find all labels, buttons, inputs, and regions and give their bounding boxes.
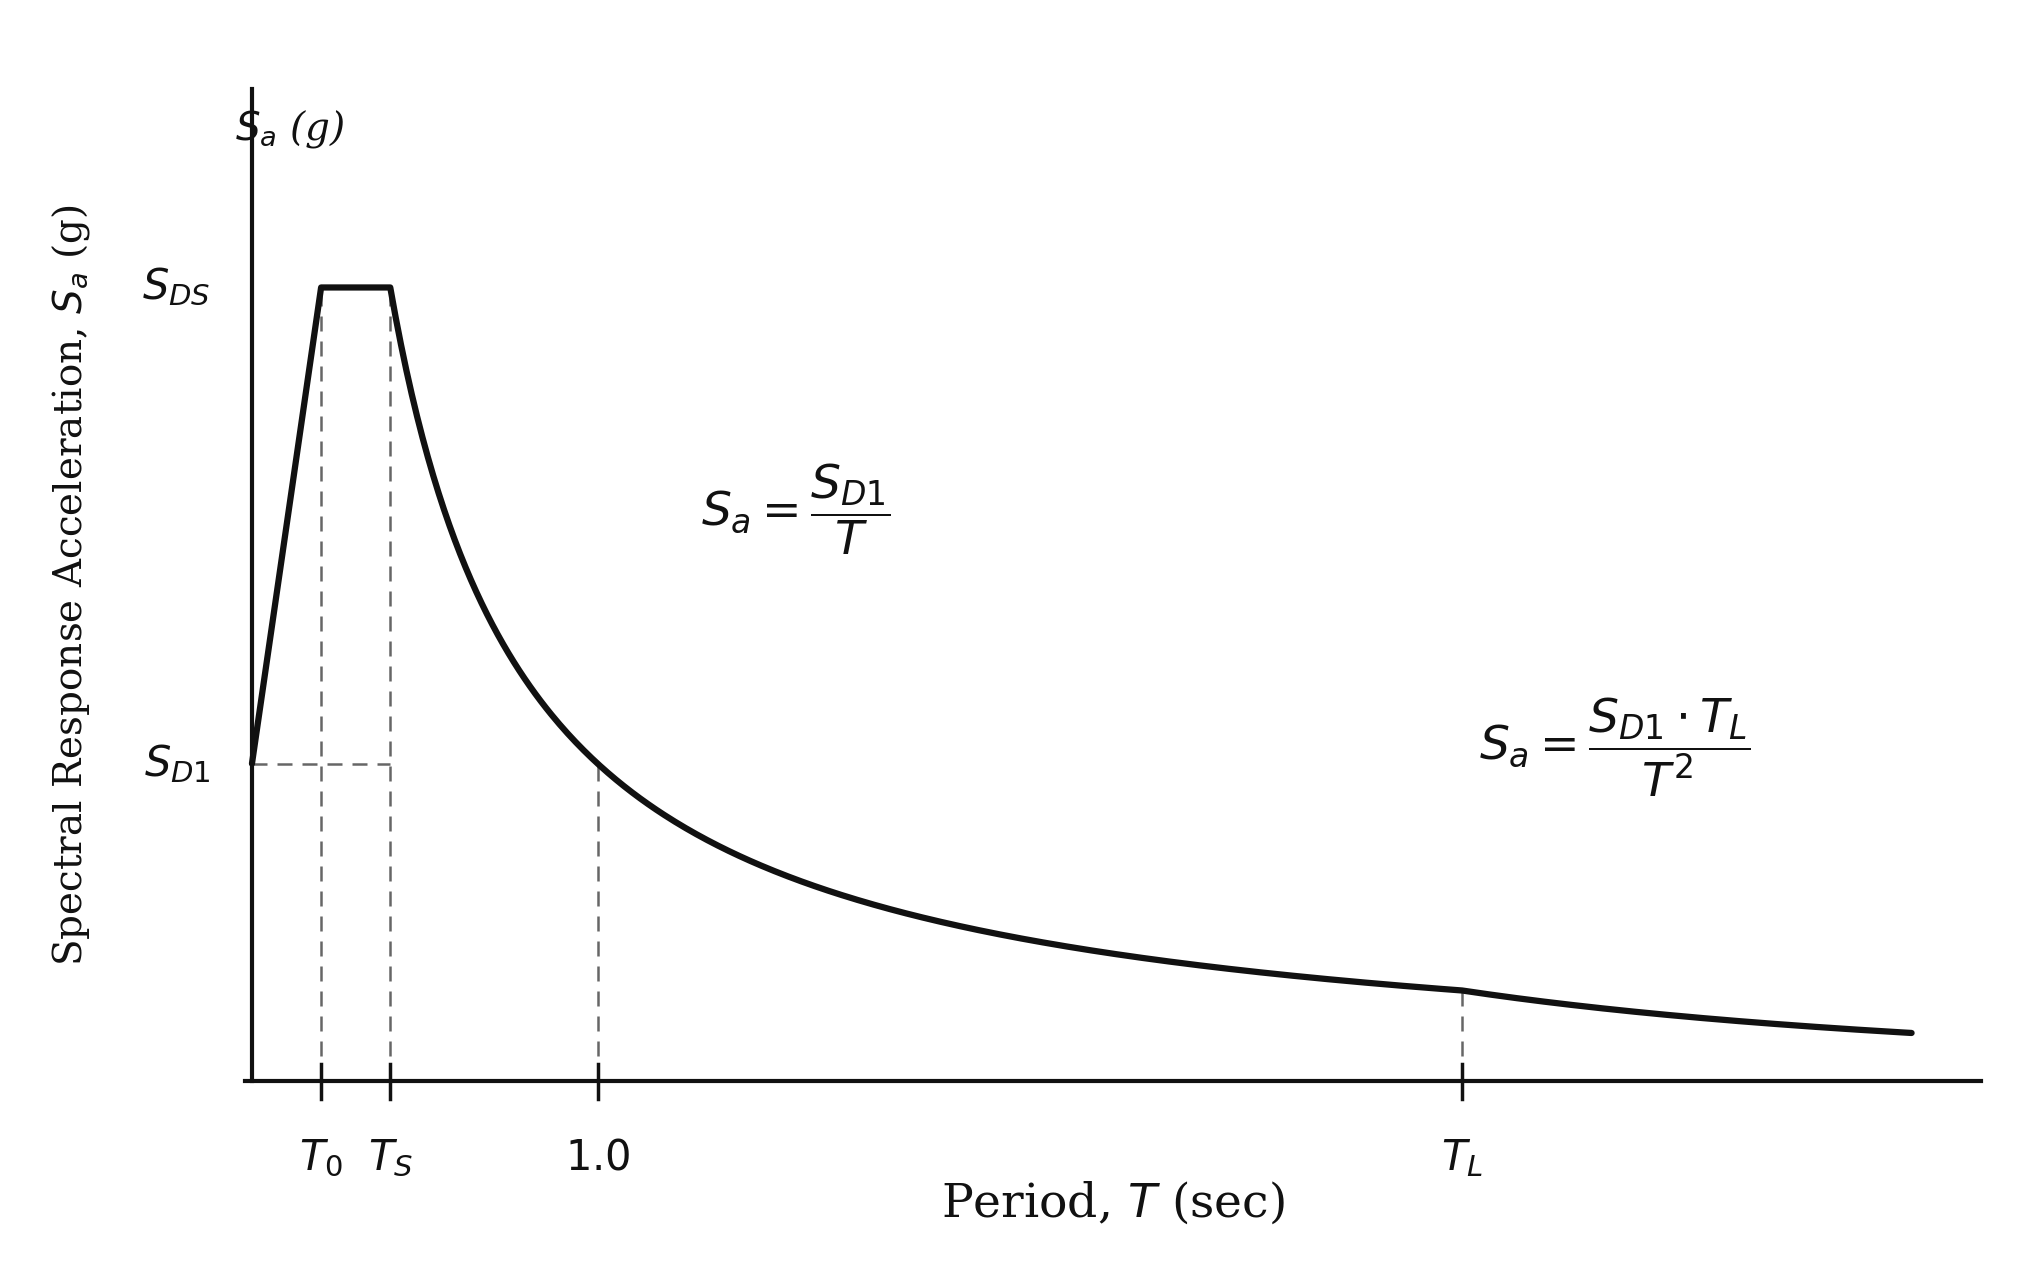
Text: $T_L$: $T_L$	[1442, 1137, 1482, 1179]
Text: $S_{DS}$: $S_{DS}$	[143, 266, 210, 309]
Text: $T_S$: $T_S$	[368, 1137, 412, 1179]
Text: Spectral Response Acceleration, $S_a$ (g): Spectral Response Acceleration, $S_a$ (g…	[51, 205, 92, 965]
Text: $S_{D1}$: $S_{D1}$	[143, 743, 210, 785]
Text: $1.0$: $1.0$	[566, 1137, 631, 1179]
Text: $S_a = \dfrac{S_{D1}}{T}$: $S_a = \dfrac{S_{D1}}{T}$	[702, 462, 890, 557]
Text: $S_a = \dfrac{S_{D1} \cdot T_L}{T^2}$: $S_a = \dfrac{S_{D1} \cdot T_L}{T^2}$	[1478, 696, 1750, 800]
Text: Period, $T$ (sec): Period, $T$ (sec)	[941, 1180, 1284, 1227]
Text: $T_0$: $T_0$	[298, 1137, 343, 1179]
Text: $S_a$ (g): $S_a$ (g)	[235, 108, 345, 150]
